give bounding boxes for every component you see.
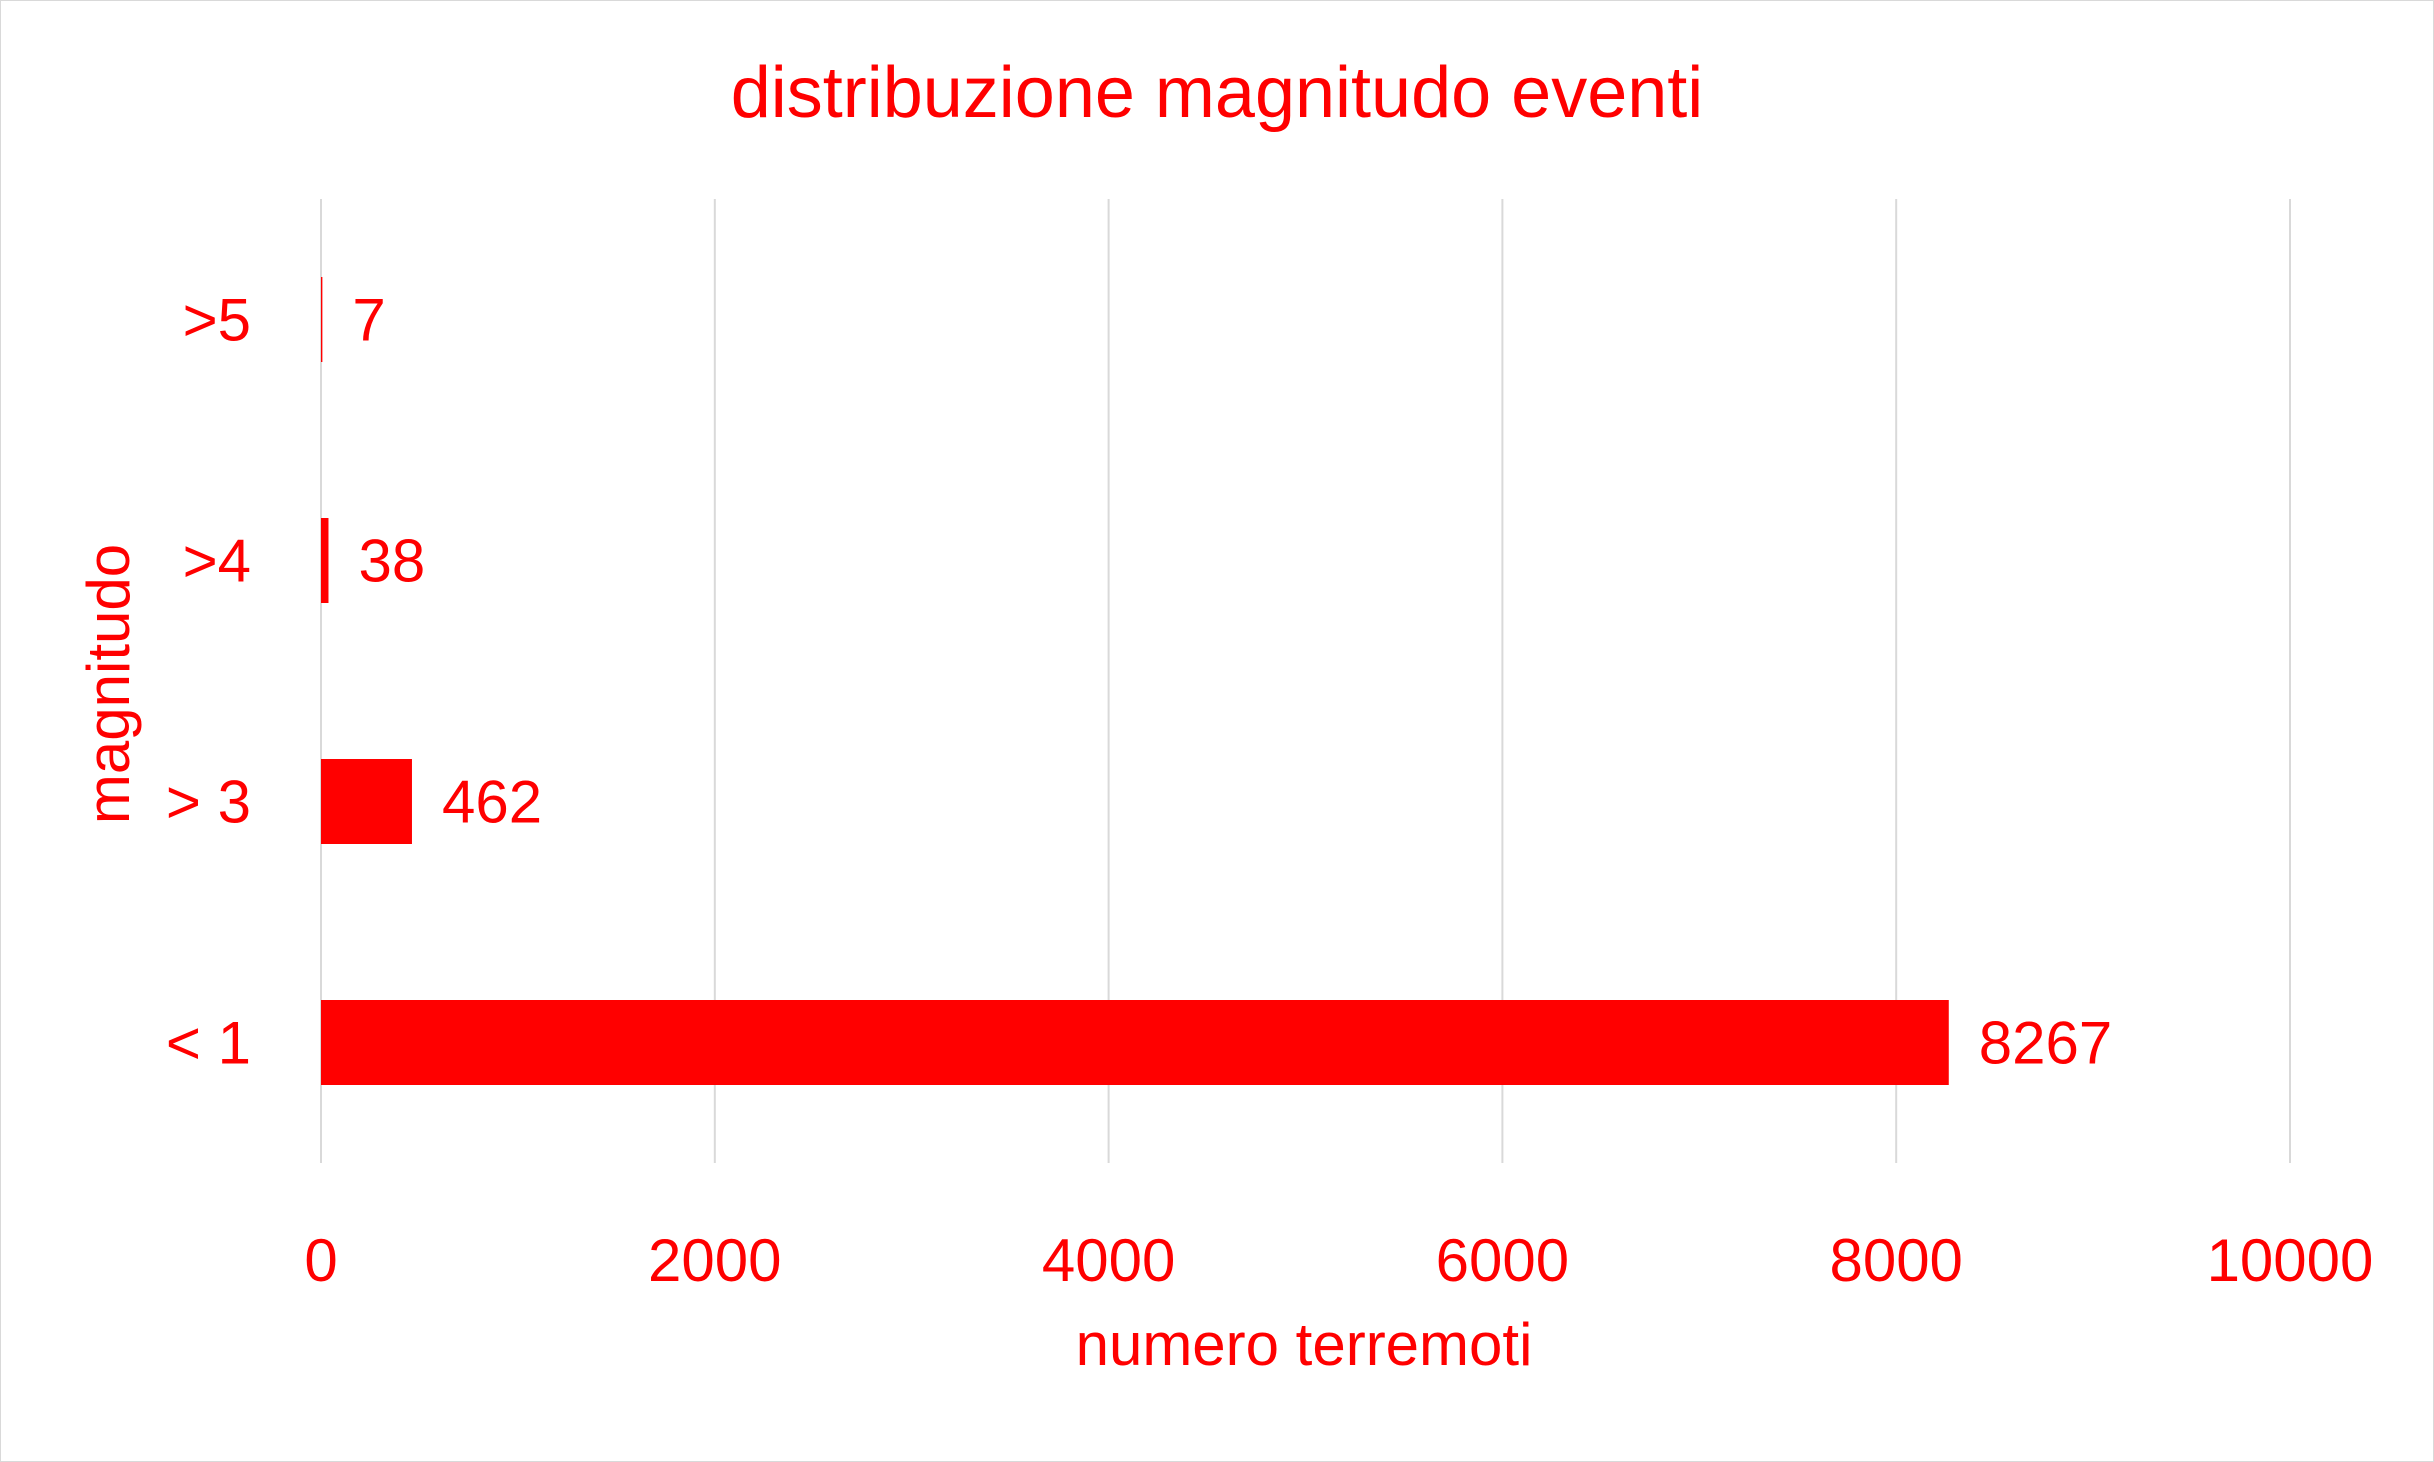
x-tick-label: 6000 — [1436, 1227, 1569, 1294]
chart-title: distribuzione magnitudo eventi — [731, 53, 1704, 133]
y-tick-label: >4 — [183, 528, 251, 595]
x-tick-label: 4000 — [1042, 1227, 1175, 1294]
x-tick-label: 8000 — [1829, 1227, 1962, 1294]
y-tick-label: > 3 — [166, 769, 251, 836]
y-axis-tick-labels: < 1 > 3 >4 >5 — [166, 287, 251, 1077]
data-label: 7 — [352, 287, 385, 354]
data-label: 462 — [442, 769, 542, 836]
x-tick-label: 2000 — [648, 1227, 781, 1294]
bar — [321, 759, 412, 844]
y-tick-label: < 1 — [166, 1010, 251, 1077]
bar — [321, 518, 329, 603]
y-tick-label: >5 — [183, 287, 251, 354]
x-axis-title: numero terremoti — [1076, 1311, 1533, 1378]
data-label: 38 — [358, 528, 425, 595]
bars — [321, 277, 1949, 1085]
x-tick-label: 0 — [304, 1227, 337, 1294]
x-axis-tick-labels: 0 2000 4000 6000 8000 10000 — [304, 1227, 2373, 1294]
data-label: 8267 — [1979, 1010, 2112, 1077]
bar — [321, 1000, 1949, 1085]
x-tick-label: 10000 — [2207, 1227, 2374, 1294]
y-axis-title: magnitudo — [75, 544, 142, 824]
bar — [321, 277, 323, 362]
data-labels: 8267 462 38 7 — [352, 287, 2112, 1077]
